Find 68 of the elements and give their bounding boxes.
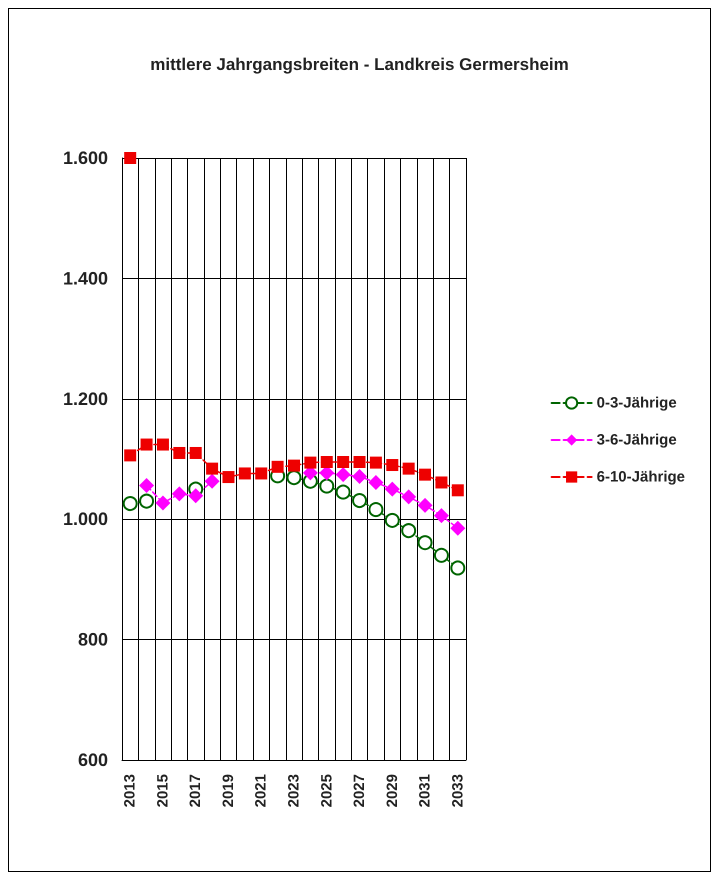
point: [222, 471, 234, 484]
x-tick-label: 2017: [187, 774, 204, 808]
point: [434, 508, 449, 524]
point: [402, 462, 415, 475]
chart-title: mittlere Jahrgangsbreiten - Landkreis Germersheim: [150, 55, 569, 74]
point: [206, 462, 218, 475]
point: [418, 535, 433, 550]
point: [140, 438, 153, 451]
point: [452, 484, 464, 496]
x-tick-label: 2021: [252, 774, 270, 808]
point: [401, 523, 416, 538]
point: [173, 446, 186, 459]
point: [419, 468, 432, 481]
legend-label: 3-6-Jährige: [596, 432, 677, 448]
point: [238, 467, 251, 480]
y-tick-label: 1.200: [62, 388, 108, 409]
y-tick-label: 800: [78, 630, 108, 650]
point: [336, 467, 351, 482]
point: [320, 456, 333, 468]
y-tick-label: 1.400: [62, 268, 108, 288]
point: [139, 494, 154, 509]
point: [156, 438, 169, 451]
point: [319, 478, 334, 494]
point: [401, 489, 416, 504]
legend-label: 0-3-Jährige: [596, 394, 677, 412]
point: [124, 449, 136, 462]
point: [370, 456, 382, 469]
point: [286, 470, 302, 486]
x-tick-label: 2029: [384, 774, 401, 808]
point: [368, 474, 384, 490]
point: [434, 548, 449, 563]
point: [386, 459, 398, 472]
legend-label: 6-10-Jährige: [596, 468, 685, 486]
point: [435, 476, 448, 488]
x-tick-label: 2013: [122, 774, 139, 808]
point: [124, 152, 136, 164]
x-tick-label: 2031: [416, 774, 434, 808]
point: [336, 484, 351, 500]
point: [172, 486, 187, 502]
point: [352, 493, 368, 508]
point: [418, 498, 433, 513]
point: [204, 474, 220, 489]
point: [450, 560, 466, 576]
y-tick-label: 600: [78, 750, 108, 770]
x-tick-label: 2025: [318, 774, 336, 808]
x-tick-label: 2015: [154, 774, 172, 808]
point: [155, 495, 170, 510]
point: [190, 446, 202, 459]
point: [304, 456, 316, 469]
point: [337, 456, 350, 468]
y-tick-label: 1.000: [62, 509, 108, 530]
x-tick-label: 2033: [449, 774, 466, 808]
point: [368, 502, 384, 518]
point: [352, 468, 368, 484]
point: [122, 496, 138, 512]
x-tick-label: 2027: [351, 774, 368, 808]
point: [139, 478, 154, 493]
point: [384, 512, 400, 528]
point: [255, 467, 268, 480]
point: [188, 488, 204, 504]
point: [288, 460, 300, 472]
point: [450, 520, 466, 536]
x-tick-label: 2023: [286, 774, 302, 808]
point: [272, 460, 284, 473]
x-tick-label: 2019: [220, 774, 237, 808]
point: [354, 456, 366, 468]
y-tick-label: 1.600: [62, 148, 108, 168]
point: [384, 482, 400, 497]
